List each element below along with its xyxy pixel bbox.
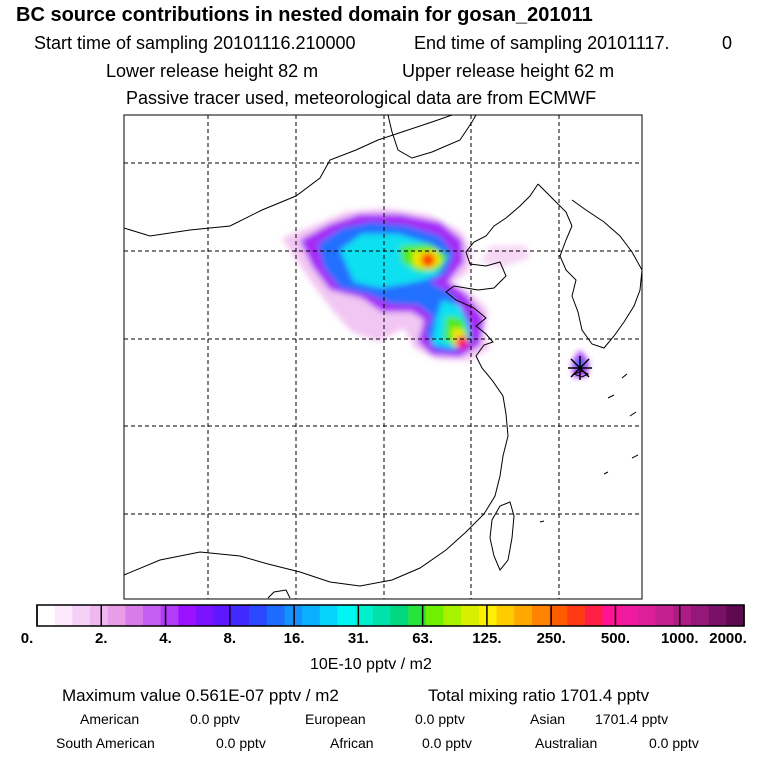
taiwan	[489, 501, 515, 571]
colorbar-swatch-13	[266, 605, 285, 626]
colorbar-swatch-37	[690, 605, 710, 626]
colorbar-swatch-24	[461, 605, 480, 626]
coastlines	[124, 115, 642, 599]
colorbar-swatch-7	[160, 605, 179, 626]
colorbar-tick-9: 500.	[600, 630, 631, 647]
colorbar-units: 10E-10 pptv / m2	[310, 656, 432, 673]
colorbar-swatch-30	[567, 605, 586, 626]
colorbar-tick-0: 0.	[20, 630, 34, 647]
colorbar-swatch-4	[107, 605, 126, 626]
american-value: 0.0 pptv	[190, 711, 240, 727]
upper-release-height: Upper release height 62 m	[402, 61, 615, 81]
south-american-label: South American	[56, 735, 155, 751]
colorbar-swatch-27	[514, 605, 533, 626]
european-label: European	[305, 711, 366, 727]
map-title: BC source contributions in nested domain…	[16, 4, 593, 26]
ryukyu-islands	[539, 373, 639, 523]
colorbar	[36, 604, 745, 627]
african-value: 0.0 pptv	[422, 735, 472, 751]
colorbar-swatch-26	[496, 605, 515, 626]
china-coastline	[124, 183, 539, 587]
plume-peak-south	[456, 336, 468, 348]
colorbar-swatch-20	[390, 605, 409, 626]
colorbar-swatch-0	[37, 605, 56, 626]
colorbar-swatch-12	[249, 605, 268, 626]
colorbar-swatch-39	[726, 605, 745, 626]
korea-china-border	[537, 183, 573, 227]
colorbar-tick-8: 250.	[536, 630, 566, 647]
colorbar-tick-2: 4.	[159, 630, 172, 647]
tracer-note: Passive tracer used, meteorological data…	[126, 88, 597, 108]
colorbar-swatch-29	[549, 605, 568, 626]
colorbar-swatch-2	[72, 605, 91, 626]
colorbar-swatch-33	[620, 605, 639, 626]
receptor-star-icon	[568, 356, 592, 380]
colorbar-swatch-5	[125, 605, 144, 626]
colorbar-swatch-3	[90, 605, 109, 626]
maximum-value: Maximum value 0.561E-07 pptv / m2	[62, 686, 339, 705]
colorbar-tick-4: 16.	[283, 630, 305, 647]
sampling-end: End time of sampling 20101117.	[414, 33, 670, 53]
american-label: American	[80, 711, 140, 727]
sampling-end-suffix: 0	[722, 33, 733, 53]
colorbar-swatch-6	[143, 605, 162, 626]
colorbar-swatch-19	[372, 605, 391, 626]
colorbar-swatch-17	[337, 605, 356, 626]
china-inland-border	[124, 115, 453, 237]
african-label: African	[330, 735, 374, 751]
colorbar-tick-6: 63.	[412, 630, 434, 647]
colorbar-swatch-10	[213, 605, 232, 626]
colorbar-swatch-32	[602, 605, 621, 626]
colorbar-border	[36, 604, 745, 627]
colorbar-swatch-35	[655, 605, 674, 626]
colorbar-swatch-36	[673, 605, 692, 626]
northern-border	[387, 115, 477, 159]
colorbar-tick-11: 2000.	[709, 630, 747, 647]
colorbar-swatch-8	[178, 605, 197, 626]
colorbar-swatch-23	[443, 605, 462, 626]
australian-label: Australian	[535, 735, 598, 751]
asian-value: 1701.4 pptv	[595, 711, 669, 727]
colorbar-swatch-15	[302, 605, 321, 626]
colorbar-swatch-1	[54, 605, 73, 626]
colorbar-swatch-34	[637, 605, 657, 626]
australian-value: 0.0 pptv	[649, 735, 699, 751]
south-american-value: 0.0 pptv	[216, 735, 266, 751]
colorbar-swatch-28	[531, 605, 551, 626]
colorbar-tick-10: 1000.	[660, 630, 699, 647]
sampling-start: Start time of sampling 20101116.210000	[34, 33, 356, 53]
colorbar-swatch-31	[584, 605, 604, 626]
total-mixing-ratio: Total mixing ratio 1701.4 pptv	[428, 686, 650, 705]
colorbar-tick-7: 125.	[472, 630, 502, 647]
colorbar-swatch-25	[478, 605, 498, 626]
colorbar-swatch-11	[231, 605, 250, 626]
colorbar-swatch-16	[319, 605, 338, 626]
lower-release-height: Lower release height 82 m	[106, 61, 319, 81]
korea-west-coast	[559, 225, 642, 349]
european-value: 0.0 pptv	[415, 711, 465, 727]
korea-east-coast	[571, 199, 642, 271]
colorbar-swatch-22	[425, 605, 445, 626]
colorbar-swatch-9	[196, 605, 215, 626]
colorbar-tick-3: 8.	[223, 630, 237, 647]
colorbar-tick-1: 2.	[95, 630, 108, 647]
asian-label: Asian	[530, 711, 566, 727]
colorbar-swatch-21	[408, 605, 427, 626]
lat-lon-grid	[124, 115, 642, 599]
plume-peak-north	[421, 253, 435, 267]
colorbar-tick-5: 31.	[347, 630, 369, 647]
hainan	[267, 589, 291, 599]
colorbar-swatch-38	[708, 605, 727, 626]
colorbar-swatch-18	[355, 605, 374, 626]
map-frame	[123, 114, 643, 600]
